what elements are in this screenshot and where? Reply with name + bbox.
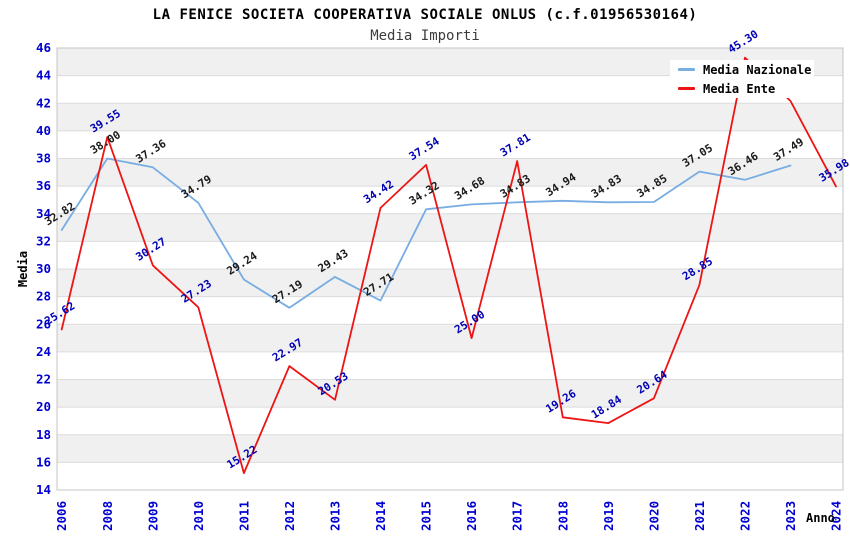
x-tick-label: 2010	[191, 501, 206, 531]
x-tick-label: 2008	[100, 501, 115, 531]
grid-band	[57, 296, 843, 325]
y-tick-label: 28	[36, 289, 51, 304]
legend-label-ente: Media Ente	[703, 81, 776, 96]
x-axis-title: Anno	[806, 511, 835, 525]
legend: Media Nazionale Media Ente	[670, 60, 814, 98]
grid-band	[57, 103, 843, 131]
y-tick-label: 26	[36, 316, 51, 331]
grid-band	[57, 434, 843, 463]
y-tick-label: 34	[36, 206, 51, 221]
y-tick-label: 16	[36, 454, 51, 469]
x-tick-label: 2017	[510, 501, 525, 531]
y-tick-label: 36	[36, 178, 51, 193]
grid-band	[57, 269, 843, 297]
y-tick-label: 44	[36, 68, 51, 83]
x-tick-label: 2011	[236, 501, 251, 531]
chart-subtitle: Media Importi	[370, 28, 480, 44]
grid-band	[57, 324, 843, 352]
x-tick-label: 2016	[464, 501, 479, 531]
grid-band	[57, 407, 843, 435]
x-tick-label: 2013	[328, 501, 343, 531]
y-tick-label: 38	[36, 151, 51, 166]
legend-item-media-ente: Media Ente	[678, 81, 814, 96]
y-tick-label: 20	[36, 399, 51, 414]
x-tick-label: 2024	[829, 501, 844, 531]
grid-band	[57, 186, 843, 214]
x-tick-label: 2020	[646, 501, 661, 531]
x-tick-label: 2014	[373, 501, 388, 531]
y-tick-label: 14	[36, 482, 51, 497]
legend-label-nazionale: Media Nazionale	[703, 62, 812, 77]
x-tick-label: 2023	[783, 501, 798, 531]
grid-band	[57, 379, 843, 408]
y-tick-label: 22	[36, 372, 51, 387]
grid-band	[57, 130, 843, 159]
plot-border	[56, 47, 844, 491]
x-tick-label: 2006	[54, 501, 69, 531]
y-tick-label: 46	[36, 40, 51, 55]
x-tick-label: 2022	[737, 501, 752, 531]
x-tick-label: 2019	[601, 501, 616, 531]
grid-band	[57, 213, 843, 242]
y-tick-label: 18	[36, 427, 51, 442]
x-tick-label: 2009	[145, 501, 160, 531]
x-tick-label: 2012	[282, 501, 297, 531]
y-tick-label: 24	[36, 344, 51, 359]
y-tick-label: 40	[36, 123, 51, 138]
y-tick-label: 30	[36, 261, 51, 276]
grid-band	[57, 158, 843, 187]
series-line-media-ente	[60, 56, 837, 474]
x-tick-label: 2021	[692, 501, 707, 531]
y-tick-label: 32	[36, 233, 51, 248]
legend-swatch-nazionale-icon	[678, 68, 695, 71]
grid-band	[57, 462, 843, 490]
legend-item-media-nazionale: Media Nazionale	[678, 62, 814, 77]
x-tick-label: 2015	[419, 501, 434, 531]
legend-swatch-ente-icon	[678, 87, 695, 90]
chart-title: LA FENICE SOCIETA COOPERATIVA SOCIALE ON…	[152, 7, 698, 23]
y-tick-label: 42	[36, 95, 51, 110]
grid-band	[57, 351, 843, 380]
series-line-media-nazionale	[60, 157, 792, 309]
x-tick-label: 2018	[555, 501, 570, 531]
